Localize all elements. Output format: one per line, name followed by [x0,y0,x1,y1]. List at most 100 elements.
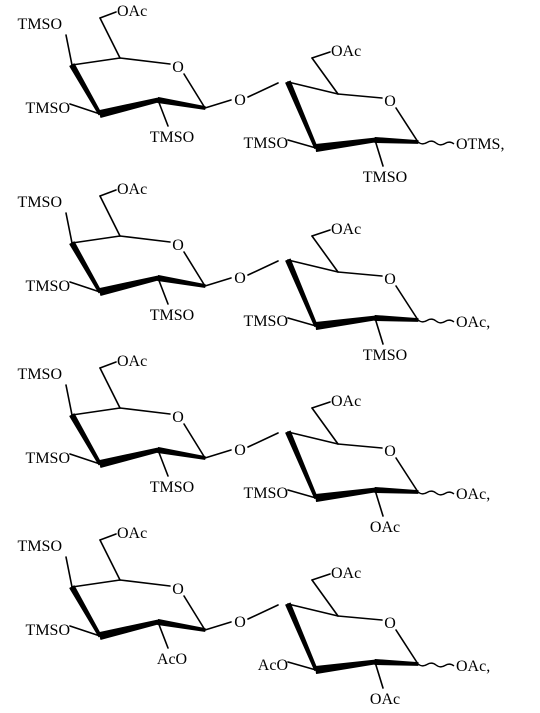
s4-gal-c2-c3-bold-bond [99,620,158,639]
s2-glc-o3-label: TMSO [244,313,288,330]
s2-glc-ring-o-label: O [384,271,396,288]
s2-gal-c4-o4-bond [66,213,72,243]
s4-glc-c2-o2-bond [375,662,383,688]
s3-gal-o4-label: TMSO [18,366,62,383]
s2-glyco-bond-left [205,278,231,286]
s2-gal-c2-c3-bold-bond [99,276,158,295]
s3-glc-c2-c3-bold-bond [316,488,376,501]
s4-glc-c6-o-bond [312,574,330,580]
s3-gal-ring-o-label: O [172,409,184,426]
s1-glyco-bond-left [205,100,231,108]
s2-gal-c4-c5-bond [72,236,120,243]
s2-gal-o2-label: TMSO [150,307,194,324]
s3-glyco-bond-right [248,433,278,447]
s3-glc-o6-label: OAc [331,393,361,410]
s4-glc-o6-label: OAc [331,565,361,582]
s4-gal-c6-o-bond [100,534,116,540]
s4-glyco-bond-left [205,622,231,630]
s3-glycosidic-o-label: O [234,442,246,459]
s3-gal-c4-c5-bond [72,408,120,415]
s4-gal-c3-c4-bold-bond [70,586,101,637]
s1-glc-o-c1-bond [396,108,418,142]
s1-glc-o6-label: OAc [331,43,361,60]
s1-glc-o2-label: TMSO [363,169,407,186]
s4-gal-o6-label: OAc [117,525,147,542]
s3-gal-c1-c2-bold-bond [158,448,206,460]
s3-glc-c1-c2-bold-bond [375,488,418,494]
s1-gal-c2-c3-bold-bond [99,98,158,117]
s1-gal-c4-o4-bond [66,35,72,65]
s4-gal-c5-o-bond [120,580,170,586]
s3-gal-c2-c3-bold-bond [99,448,158,467]
s1-glc-anomeric-wavy-bond [418,141,454,145]
s4-glycosidic-o-label: O [234,614,246,631]
s1-gal-o2-label: TMSO [150,129,194,146]
s2-gal-c5-c6-bond [100,196,120,236]
s2-gal-ring-o-label: O [172,237,184,254]
s2-gal-o4-label: TMSO [18,194,62,211]
s1-glyco-bond-right [248,83,278,97]
s4-gal-ring-o-label: O [172,581,184,598]
s1-glc-c2-c3-bold-bond [316,138,376,151]
s3-glc-c5-o-bond [338,444,382,448]
s3-gal-c3-c4-bold-bond [70,414,101,465]
s1-glc-o3-label: TMSO [244,135,288,152]
s1-glc-c3-c4-bold-bond [286,81,318,149]
s1-gal-c4-c5-bond [72,58,120,65]
s1-gal-o6-label: OAc [117,3,147,20]
s4-glc-c3-c4-bold-bond [286,603,318,671]
s1-gal-c3-c4-bold-bond [70,64,101,115]
s1-gal-ring-o-label: O [172,59,184,76]
s2-glc-o2-label: TMSO [363,347,407,364]
s3-glyco-bond-left [205,450,231,458]
s1-gal-c5-c6-bond [100,18,120,58]
s2-gal-o6-label: OAc [117,181,147,198]
s2-glc-c2-c3-bold-bond [316,316,376,329]
s4-gal-o3-label: TMSO [26,622,70,639]
s2-glc-o6-label: OAc [331,221,361,238]
s4-glc-o-c1-bond [396,630,418,664]
s3-gal-c4-o4-bond [66,385,72,415]
s2-gal-c1-c2-bold-bond [158,276,206,288]
s1-glycosidic-o-label: O [234,92,246,109]
s1-gal-o4-label: TMSO [18,16,62,33]
s3-gal-o6-label: OAc [117,353,147,370]
s3-glc-o2-label: OAc [370,519,400,536]
s2-glc-anomeric-wavy-bond [418,319,454,323]
s4-glc-anomeric-label: OAc, [456,658,490,675]
s2-glc-c1-c2-bold-bond [375,316,418,322]
s4-gal-c1-c2-bold-bond [158,620,206,632]
s4-gal-c4-c5-bond [72,580,120,587]
s4-glyco-bond-right [248,605,278,619]
s2-gal-c5-o-bond [120,236,170,242]
s2-glc-o-c1-bond [396,286,418,320]
s2-glc-c2-o2-bond [375,318,383,344]
s3-glc-c6-o-bond [312,402,330,408]
s4-gal-o4-label: TMSO [18,538,62,555]
s3-glc-c3-c4-bold-bond [286,431,318,499]
s1-glc-c6-o-bond [312,52,330,58]
s3-glc-o-c1-bond [396,458,418,492]
s2-glc-c5-o-bond [338,272,382,276]
s3-gal-c6-o-bond [100,362,116,368]
s1-glc-ring-o-label: O [384,93,396,110]
s2-gal-c6-o-bond [100,190,116,196]
s1-glc-c1-c2-bold-bond [375,138,418,144]
s4-glc-c2-c3-bold-bond [316,660,376,673]
s4-glc-o3-label: AcO [258,657,288,674]
s4-gal-c5-c6-bond [100,540,120,580]
s1-gal-c1-c2-bold-bond [158,98,206,110]
s4-glc-anomeric-wavy-bond [418,663,454,667]
s1-gal-c6-o-bond [100,12,116,18]
s2-glc-anomeric-label: OAc, [456,314,490,331]
s1-glc-c2-o2-bond [375,140,383,166]
s3-glc-c2-o2-bond [375,490,383,516]
s1-glc-c5-o-bond [338,94,382,98]
s2-gal-c3-c4-bold-bond [70,242,101,293]
s3-glc-ring-o-label: O [384,443,396,460]
s2-glycosidic-o-label: O [234,270,246,287]
s2-glyco-bond-right [248,261,278,275]
s3-gal-o2-label: TMSO [150,479,194,496]
